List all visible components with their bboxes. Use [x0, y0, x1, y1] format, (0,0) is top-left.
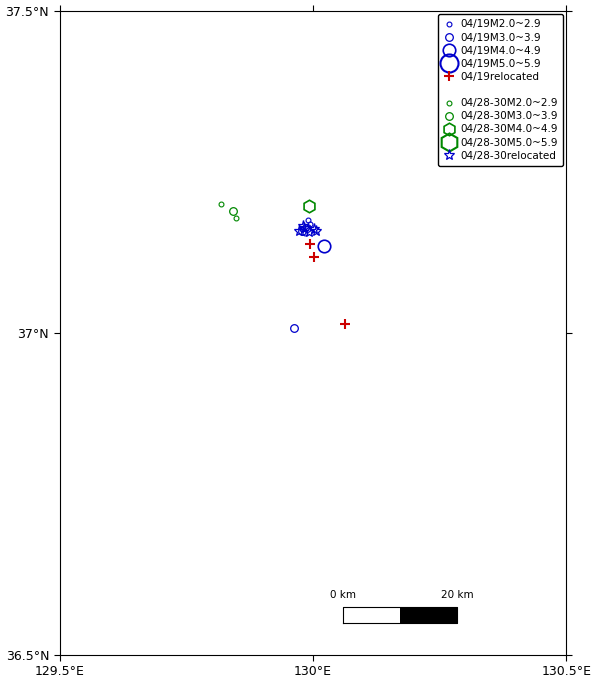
Text: 20 km: 20 km — [441, 590, 474, 600]
Text: 0 km: 0 km — [330, 590, 356, 600]
Legend: 04/19M2.0~2.9, 04/19M3.0~3.9, 04/19M4.0~4.9, 04/19M5.0~5.9, 04/19relocated, , 04: 04/19M2.0~2.9, 04/19M3.0~3.9, 04/19M4.0~… — [438, 14, 564, 166]
